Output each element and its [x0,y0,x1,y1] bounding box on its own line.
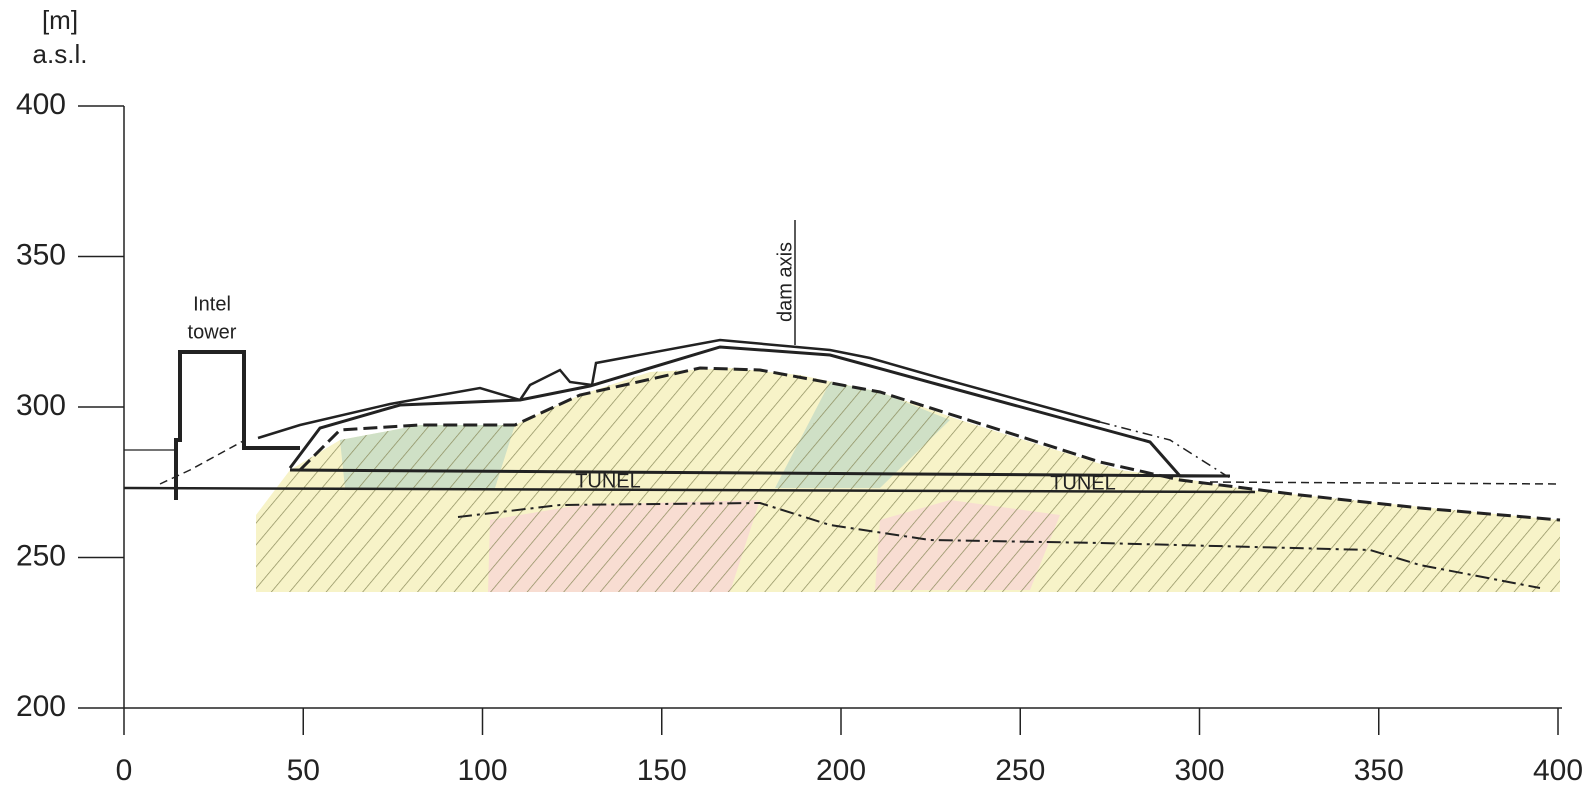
x-tick-label: 250 [995,754,1045,787]
unit-label: a.s.l. [33,39,88,69]
x-tick-label: 150 [637,754,687,787]
ground-dashed [160,440,245,484]
tower-label: tower [188,321,237,343]
cross-section: Intel tower dam axis TUNEL TUNEL [m] a.s… [0,0,1589,808]
y-tick-label: 350 [16,238,66,271]
intake-tower [176,352,300,500]
tower-label: Intel [193,293,231,315]
tunnel-label: TUNEL [575,470,641,492]
x-tick-label: 300 [1174,754,1224,787]
y-tick-label: 400 [16,88,66,121]
dam-outer-dashed [1100,422,1230,478]
water-level [1210,482,1560,484]
unit-label: [m] [42,5,78,35]
x-tick-label: 50 [287,754,320,787]
x-tick-label: 350 [1354,754,1404,787]
y-tick-label: 250 [16,539,66,572]
x-tick-label: 400 [1533,754,1583,787]
x-tick-label: 0 [116,754,133,787]
x-tick-label: 100 [457,754,507,787]
x-tick-label: 200 [816,754,866,787]
y-tick-label: 200 [16,690,66,723]
tunnel-label: TUNEL [1050,472,1116,494]
y-tick-label: 300 [16,389,66,422]
dam-axis-label: dam axis [774,242,796,322]
